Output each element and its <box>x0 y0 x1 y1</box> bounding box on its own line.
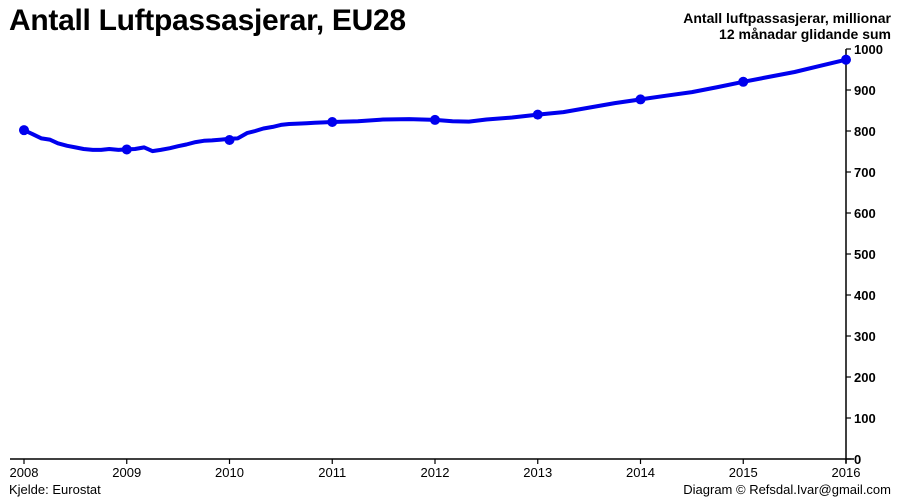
x-tick-label: 2014 <box>626 465 655 480</box>
y-tick-label: 1000 <box>854 42 883 57</box>
data-point-marker <box>738 76 749 87</box>
data-point-marker <box>635 94 646 105</box>
y-tick-label: 900 <box>854 83 876 98</box>
x-tick-label: 2016 <box>832 465 861 480</box>
y-axis-unit-label: Antall luftpassasjerar, millionar 12 mån… <box>683 10 891 42</box>
y-tick-label: 300 <box>854 329 876 344</box>
chart-title: Antall Luftpassasjerar, EU28 <box>9 4 406 37</box>
x-tick-label: 2012 <box>421 465 450 480</box>
y-axis-unit-line-2: 12 månadar glidande sum <box>719 26 891 42</box>
x-tick-label: 2008 <box>10 465 39 480</box>
data-point-marker <box>121 144 132 155</box>
data-point-marker <box>327 116 338 127</box>
y-tick-label: 200 <box>854 370 876 385</box>
y-axis-unit-line-1: Antall luftpassasjerar, millionar <box>683 10 891 26</box>
x-tick-label: 2009 <box>112 465 141 480</box>
data-point-marker <box>224 135 235 146</box>
y-tick-label: 600 <box>854 206 876 221</box>
y-tick-label: 400 <box>854 288 876 303</box>
data-point-marker <box>19 125 29 136</box>
data-point-marker <box>430 114 440 125</box>
x-tick-label: 2015 <box>729 465 758 480</box>
x-tick-label: 2010 <box>215 465 244 480</box>
y-tick-label: 0 <box>854 452 861 467</box>
series-line <box>22 57 848 154</box>
x-tick-label: 2011 <box>318 465 346 480</box>
y-tick-label: 800 <box>854 124 876 139</box>
x-tick-label: 2013 <box>523 465 552 480</box>
y-tick-label: 700 <box>854 165 876 180</box>
source-note: Kjelde: Eurostat <box>9 482 101 497</box>
data-point-marker <box>532 109 543 120</box>
y-tick-label: 100 <box>854 411 876 426</box>
credit-note: Diagram © Refsdal.Ivar@gmail.com <box>683 482 891 497</box>
plot-area <box>19 54 851 155</box>
y-tick-label: 500 <box>854 247 876 262</box>
data-point-marker <box>841 54 851 65</box>
